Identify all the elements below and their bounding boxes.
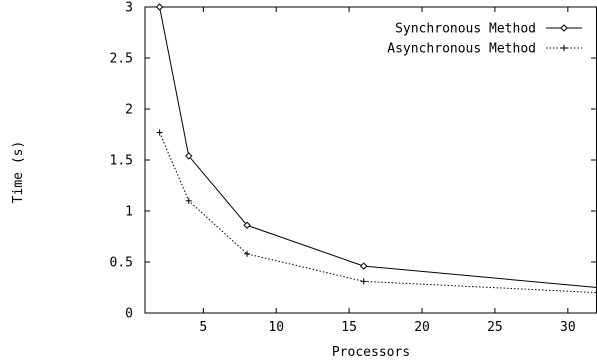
x-axis-label: Processors [332,345,410,360]
y-tick-label: 2.5 [110,52,133,67]
legend-label-1: Synchronous Method [395,22,536,37]
data-point-1 [360,262,368,270]
x-tick-label: 30 [560,320,576,335]
y-axis-label: Time (s) [11,141,26,204]
data-point-1 [185,152,193,160]
series-line-2 [159,132,597,294]
data-point-2 [156,129,163,136]
series-layer [155,3,597,294]
data-point-1 [243,221,251,229]
x-tick-label: 20 [414,320,430,335]
legend-label-2: Asynchronous Method [387,42,536,57]
data-point-2 [360,278,367,285]
y-tick-label: 1 [125,205,133,220]
y-tick-label: 0.5 [110,256,133,271]
data-point-2 [185,197,192,204]
legend-marker-1 [560,24,568,32]
data-point-1 [155,3,164,11]
legend: Synchronous Method Asynchronous Method [387,22,582,57]
y-tick-label: 2 [125,103,133,118]
y-tick-label: 3 [125,1,133,16]
y-tick-label: 0 [125,307,133,322]
y-tick-label: 1.5 [110,154,133,169]
x-axis-ticks: 5 10 15 20 25 30 [199,7,576,335]
x-tick-label: 5 [199,320,207,335]
y-axis-ticks: 0 0.5 1 1.5 2 2.5 3 [110,1,596,322]
legend-marker-2 [561,45,567,51]
x-tick-label: 10 [268,320,284,335]
x-tick-label: 15 [341,320,357,335]
data-point-2 [244,250,251,257]
x-tick-label: 25 [487,320,503,335]
